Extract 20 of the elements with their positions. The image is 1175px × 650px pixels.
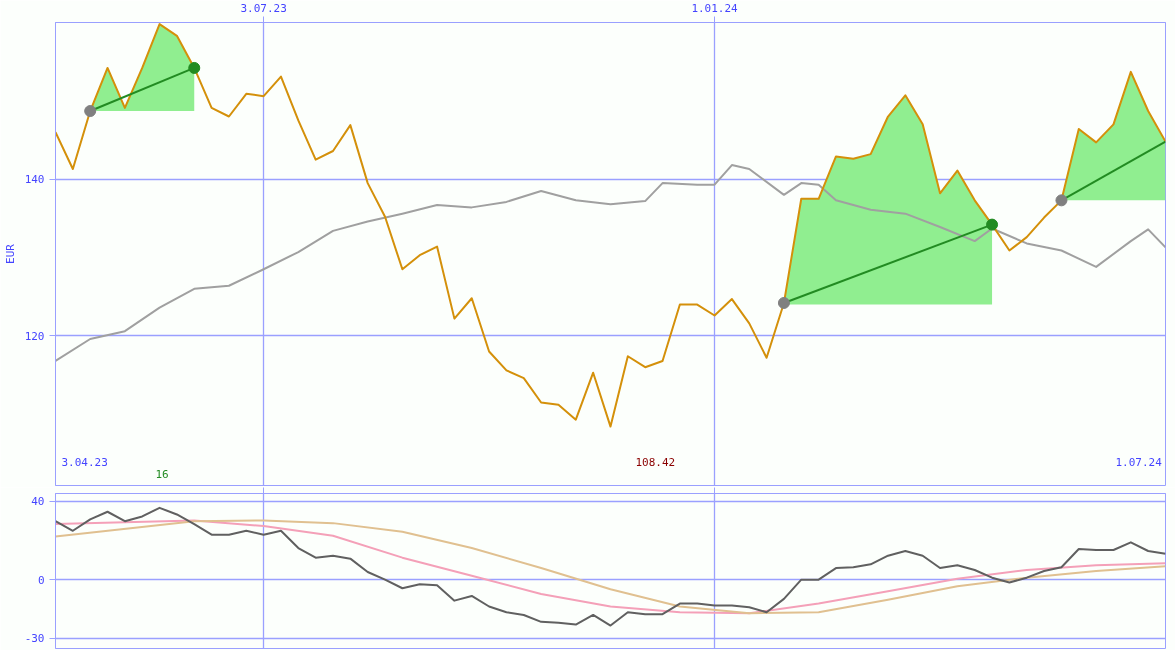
annotation: 16 [155,467,169,481]
line-series [55,164,1166,362]
point [84,105,97,118]
y-tick-label: 40 [31,495,45,509]
x-tick-label: 3.07.23 [240,1,287,15]
y-tick-label: -30 [24,632,45,646]
point [986,218,999,231]
x-tick-label: 1.01.24 [691,1,739,15]
annotation: 1.07.24 [1115,455,1163,469]
point [188,61,201,74]
line-series [55,519,1166,615]
line-series [55,506,1166,627]
y-tick-label: 120 [24,329,45,343]
annotation: 108.42 [635,455,676,469]
annotation: 3.04.23 [61,455,108,469]
y-tick-label: 140 [24,173,45,187]
y-axis-title: EUR [3,243,17,264]
point [1055,194,1068,207]
y-tick-label: 0 [37,573,45,587]
point [777,296,790,309]
